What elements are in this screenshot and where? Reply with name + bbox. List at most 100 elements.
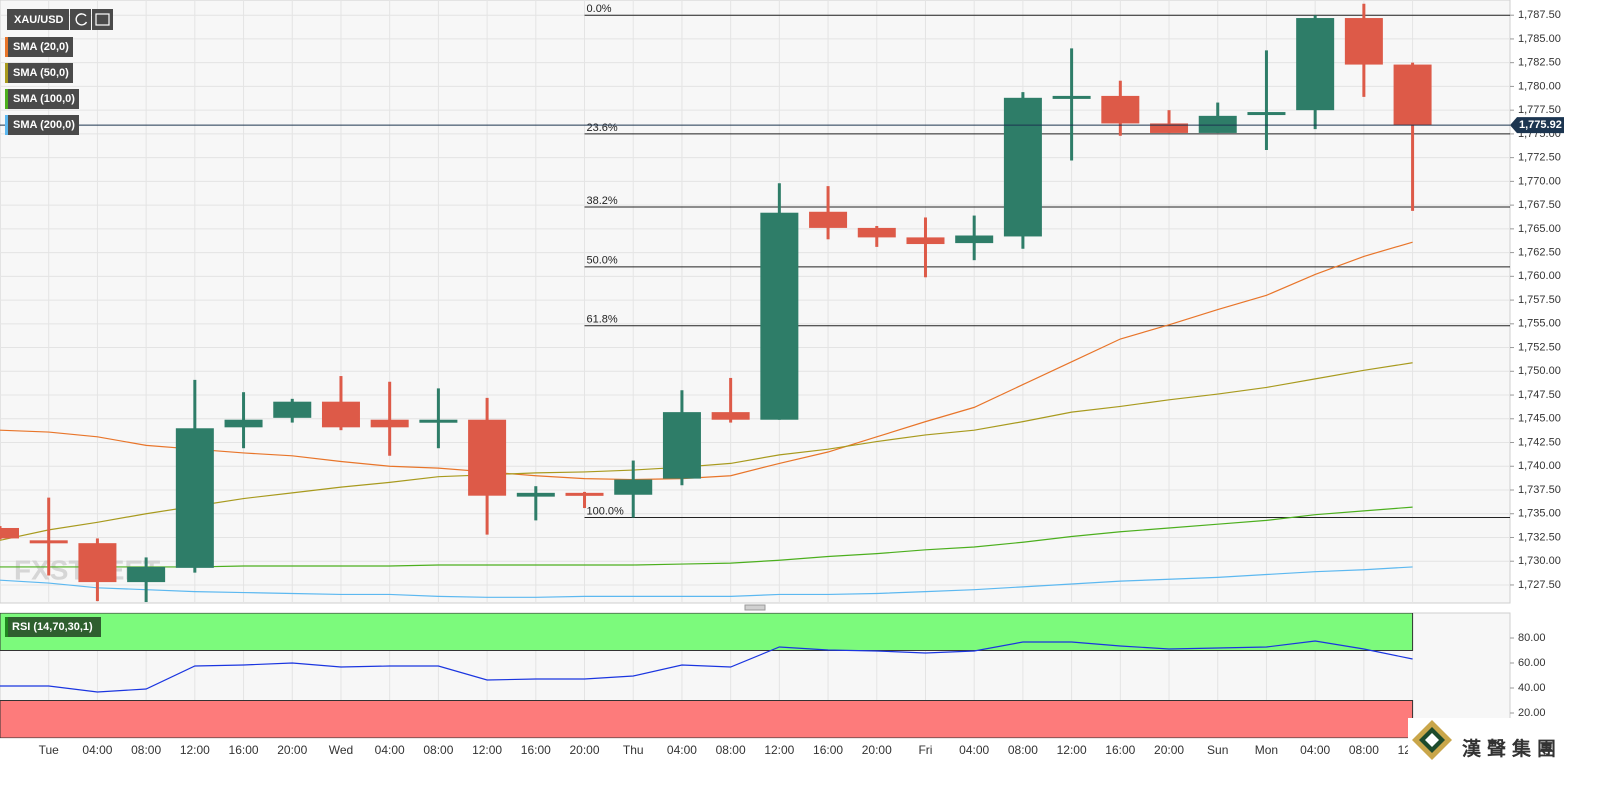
x-tick-label: 08:00 [423, 743, 453, 757]
y-tick-label: 1,760.00 [1518, 270, 1561, 282]
current-price-tag [1510, 117, 1564, 134]
fib-label: 50.0% [587, 255, 618, 267]
y-tick-label: 1,787.50 [1518, 9, 1561, 21]
x-tick-label: Tue [39, 743, 60, 757]
y-tick-label: 1,780.00 [1518, 80, 1561, 92]
y-tick-label: 1,785.00 [1518, 33, 1561, 45]
x-tick-label: 20:00 [862, 743, 892, 757]
candle-body [711, 412, 750, 420]
y-tick-label: 20.00 [1518, 707, 1546, 719]
legend-swatch [5, 89, 8, 109]
legend-box[interactable] [5, 617, 101, 637]
y-tick-label: 1,755.00 [1518, 318, 1561, 330]
y-tick-label: 1,745.00 [1518, 413, 1561, 425]
x-tick-label: 16:00 [229, 743, 259, 757]
legend-box[interactable] [5, 63, 73, 83]
candle-body [175, 428, 214, 568]
legend-label: SMA (50,0) [13, 67, 69, 79]
y-tick-label: 1,742.50 [1518, 436, 1561, 448]
x-tick-label: 04:00 [959, 743, 989, 757]
y-tick-label: 1,740.00 [1518, 460, 1561, 472]
candle-body [565, 492, 604, 496]
sma-line [0, 506, 1413, 568]
refresh-button[interactable] [70, 9, 91, 30]
refresh-icon [75, 13, 88, 26]
candle-body [321, 401, 360, 428]
candle-body [857, 227, 896, 238]
candle-body [468, 419, 507, 496]
logo: 漢聲集團 [1408, 718, 1621, 794]
x-tick-label: 16:00 [813, 743, 843, 757]
candle-body [516, 492, 555, 497]
y-tick-label: 1,765.00 [1518, 223, 1561, 235]
y-tick-label: 1,737.50 [1518, 484, 1561, 496]
legend-box[interactable] [5, 115, 79, 135]
price-panel [0, 0, 1511, 604]
y-tick-label: 60.00 [1518, 657, 1546, 669]
y-tick-label: 1,772.50 [1518, 152, 1561, 164]
axis-layer: Tue 04:00 08:00 12:00 16:00 20:00 Wed 04:00 08:0… [39, 9, 1564, 757]
legend: XAU/USD SMA (20,0) SMA (50,0) SMA (100,0) S… [5, 9, 113, 637]
panel-resize-handle[interactable] [744, 604, 766, 611]
candle-body [78, 543, 117, 583]
overbought-zone [0, 613, 1414, 651]
x-tick-label: 20:00 [277, 743, 307, 757]
legend-label: SMA (100,0) [13, 93, 75, 105]
fib-label: 23.6% [587, 122, 618, 134]
candle-body [1150, 123, 1189, 133]
x-tick-label: Wed [329, 743, 353, 757]
y-tick-label: 1,770.00 [1518, 175, 1561, 187]
x-tick-label: 12:00 [472, 743, 502, 757]
current-price-label: 1,775.92 [1519, 119, 1562, 131]
legend-swatch [5, 617, 8, 637]
candle-body [1052, 95, 1091, 99]
fib-label: 38.2% [587, 195, 618, 207]
logo-mark-core [1425, 733, 1439, 747]
legend-label: SMA (200,0) [13, 119, 75, 131]
y-tick-label: 1,732.50 [1518, 531, 1561, 543]
settings-button[interactable] [92, 9, 113, 30]
candle-body [955, 235, 994, 244]
x-tick-label: 08:00 [1349, 743, 1379, 757]
candle-body [1198, 115, 1237, 133]
x-tick-label: 16:00 [1105, 743, 1135, 757]
candle-body [224, 419, 263, 428]
candle-body [809, 211, 848, 228]
candle-body [1101, 95, 1140, 124]
rsi-line [0, 640, 1413, 693]
legend-box[interactable] [5, 89, 79, 109]
y-tick-label: 1,782.50 [1518, 57, 1561, 69]
legend-swatch [5, 37, 8, 57]
candle-body [29, 540, 68, 544]
x-tick-label: 08:00 [716, 743, 746, 757]
rsi-marks [0, 613, 1414, 738]
x-tick-label: 20:00 [1154, 743, 1184, 757]
candle-body [127, 566, 166, 583]
oversold-zone [0, 700, 1414, 738]
candle-body [614, 479, 653, 495]
candle-body [370, 419, 409, 428]
y-tick-label: 1,735.00 [1518, 508, 1561, 520]
legend-swatch [5, 115, 8, 135]
legend-swatch [5, 63, 8, 83]
x-tick-label: 12:00 [1057, 743, 1087, 757]
sma-line [0, 362, 1413, 541]
candle-body [662, 412, 701, 479]
sma-line [0, 241, 1413, 481]
y-tick-label: 80.00 [1518, 632, 1546, 644]
fib-label: 0.0% [587, 3, 612, 15]
symbol-box[interactable] [7, 9, 69, 30]
fib-label: 61.8% [587, 314, 618, 326]
legend-box[interactable] [5, 37, 73, 57]
x-tick-label: Sun [1207, 743, 1228, 757]
y-tick-label: 1,730.00 [1518, 555, 1561, 567]
x-tick-label: 12:00 [180, 743, 210, 757]
y-tick-label: 1,762.50 [1518, 247, 1561, 259]
y-tick-label: 1,767.50 [1518, 199, 1561, 211]
x-tick-label: Mon [1255, 743, 1278, 757]
candle-body [273, 401, 312, 418]
settings-icon [95, 13, 110, 26]
